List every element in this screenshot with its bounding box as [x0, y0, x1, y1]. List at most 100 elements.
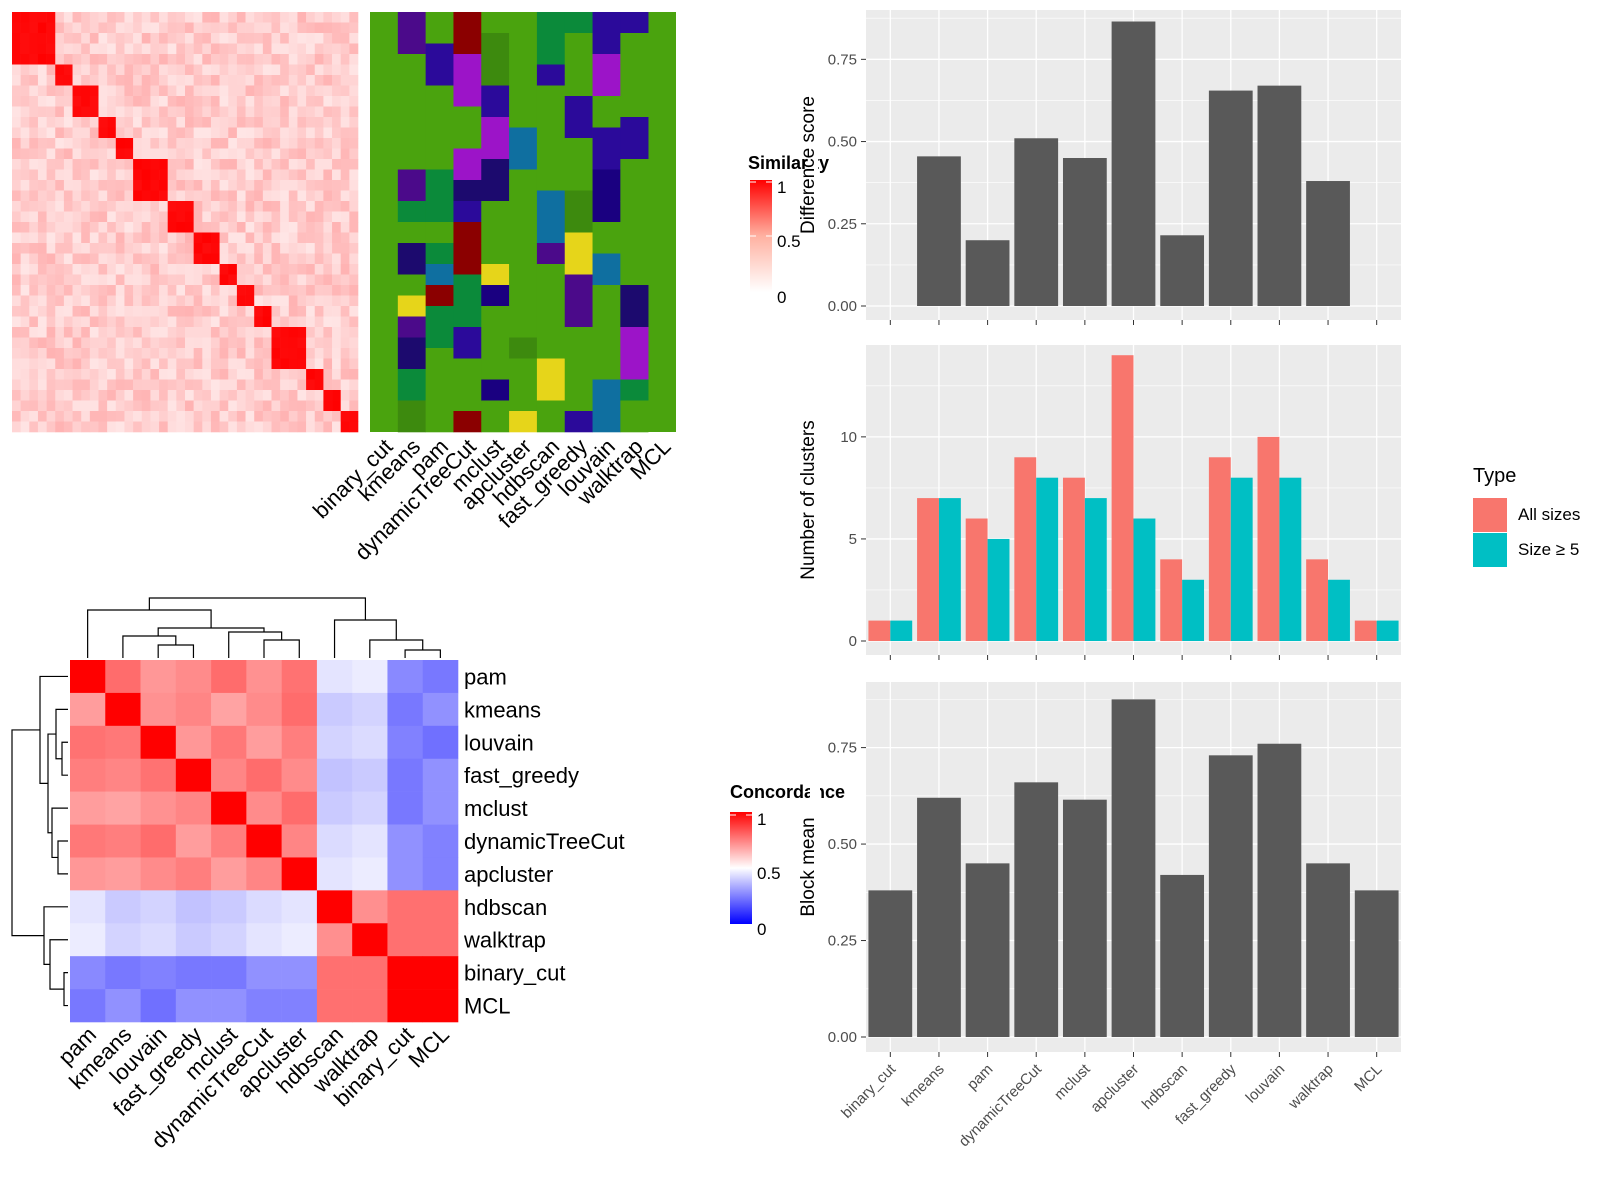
similarity-cell: [340, 54, 350, 65]
similarity-cell: [236, 43, 246, 55]
similarity-cell: [176, 358, 186, 370]
cluster-cell: [481, 379, 510, 401]
similarity-cell: [262, 358, 272, 370]
similarity-cell: [81, 232, 91, 244]
similarity-cell: [133, 201, 143, 212]
similarity-cell: [115, 159, 125, 170]
similarity-cell: [323, 285, 333, 296]
concordance-cell: [316, 660, 353, 694]
similarity-cell: [55, 96, 65, 107]
similarity-cell: [349, 295, 359, 307]
similarity-cell: [124, 285, 134, 296]
similarity-cell: [133, 274, 143, 286]
similarity-cell: [55, 75, 65, 86]
similarity-cell: [167, 85, 177, 97]
similarity-cell: [46, 348, 56, 359]
similarity-cell: [193, 253, 203, 265]
similarity-cell: [193, 358, 203, 370]
cluster-cell: [397, 169, 426, 202]
similarity-cell: [55, 159, 65, 170]
similarity-cell: [176, 264, 186, 275]
similarity-cell: [193, 148, 203, 160]
similarity-cell: [202, 75, 212, 86]
similarity-cell: [12, 358, 21, 370]
similarity-cell: [332, 316, 341, 328]
cluster-cell: [564, 12, 593, 34]
similarity-cell: [306, 96, 316, 107]
similarity-cell: [46, 253, 56, 265]
similarity-cell: [262, 22, 272, 34]
similarity-cell: [12, 243, 21, 254]
similarity-cell: [185, 138, 194, 149]
similarity-cell: [185, 117, 194, 128]
similarity-cell: [340, 390, 350, 401]
similarity-cell: [37, 180, 47, 191]
similarity-cell: [288, 421, 298, 433]
similarity-cell: [37, 106, 47, 118]
similarity-cell: [167, 390, 177, 401]
concordance-cell: [422, 923, 459, 957]
similarity-cell: [81, 327, 91, 338]
similarity-cell: [314, 306, 324, 317]
similarity-cell: [159, 274, 168, 286]
similarity-cell: [306, 148, 316, 160]
similarity-cell: [185, 369, 194, 380]
similarity-cell: [12, 22, 21, 34]
similarity-cell: [262, 43, 272, 55]
concordance-cell: [316, 791, 353, 825]
similarity-cell: [29, 348, 39, 359]
similarity-cell: [185, 400, 194, 412]
similarity-cell: [254, 243, 264, 254]
similarity-cell: [63, 117, 73, 128]
similarity-cell: [245, 138, 255, 149]
similarity-cell: [46, 379, 56, 391]
concordance-cell: [175, 791, 212, 825]
cluster-cell: [425, 138, 454, 170]
cluster-cell: [564, 274, 593, 328]
similarity-cell: [141, 379, 151, 391]
similarity-cell: [236, 190, 246, 202]
concordance-cell: [175, 660, 212, 694]
similarity-cell: [12, 169, 21, 181]
similarity-cell: [280, 64, 290, 76]
similarity-cell: [271, 201, 281, 212]
similarity-cell: [323, 43, 333, 55]
similarity-cell: [98, 117, 108, 128]
similarity-cell: [297, 421, 307, 433]
similarity-cell: [297, 295, 307, 307]
cluster-cell: [397, 337, 426, 370]
similarity-cell: [46, 232, 56, 244]
similarity-cell: [46, 12, 56, 23]
similarity-cell: [159, 22, 168, 34]
similarity-cell: [288, 285, 298, 296]
similarity-cell: [280, 138, 290, 149]
concordance-cell: [352, 824, 388, 858]
similarity-cell: [150, 358, 160, 370]
concordance-cell: [105, 989, 141, 1023]
similarity-cell: [150, 159, 160, 170]
similarity-cell: [81, 75, 91, 86]
similarity-cell: [37, 43, 47, 55]
similarity-cell: [20, 211, 30, 223]
similarity-cell: [55, 411, 65, 422]
similarity-cell: [323, 232, 333, 244]
similarity-cell: [124, 358, 134, 370]
similarity-cell: [107, 222, 117, 233]
similarity-cell: [81, 190, 91, 202]
similarity-cell: [262, 201, 272, 212]
similarity-cell: [167, 201, 177, 212]
similarity-cell: [98, 421, 108, 433]
concordance-cell: [140, 857, 177, 891]
similarity-cell: [12, 201, 21, 212]
similarity-cell: [297, 379, 307, 391]
bar-size5: [1279, 477, 1302, 641]
similarity-cell: [63, 127, 73, 139]
similarity-cell: [115, 390, 125, 401]
similarity-cell: [228, 358, 238, 370]
similarity-cell: [12, 232, 21, 244]
similarity-cell: [89, 75, 99, 86]
similarity-cell: [176, 43, 186, 55]
similarity-cell: [349, 138, 359, 149]
similarity-cell: [29, 369, 39, 380]
